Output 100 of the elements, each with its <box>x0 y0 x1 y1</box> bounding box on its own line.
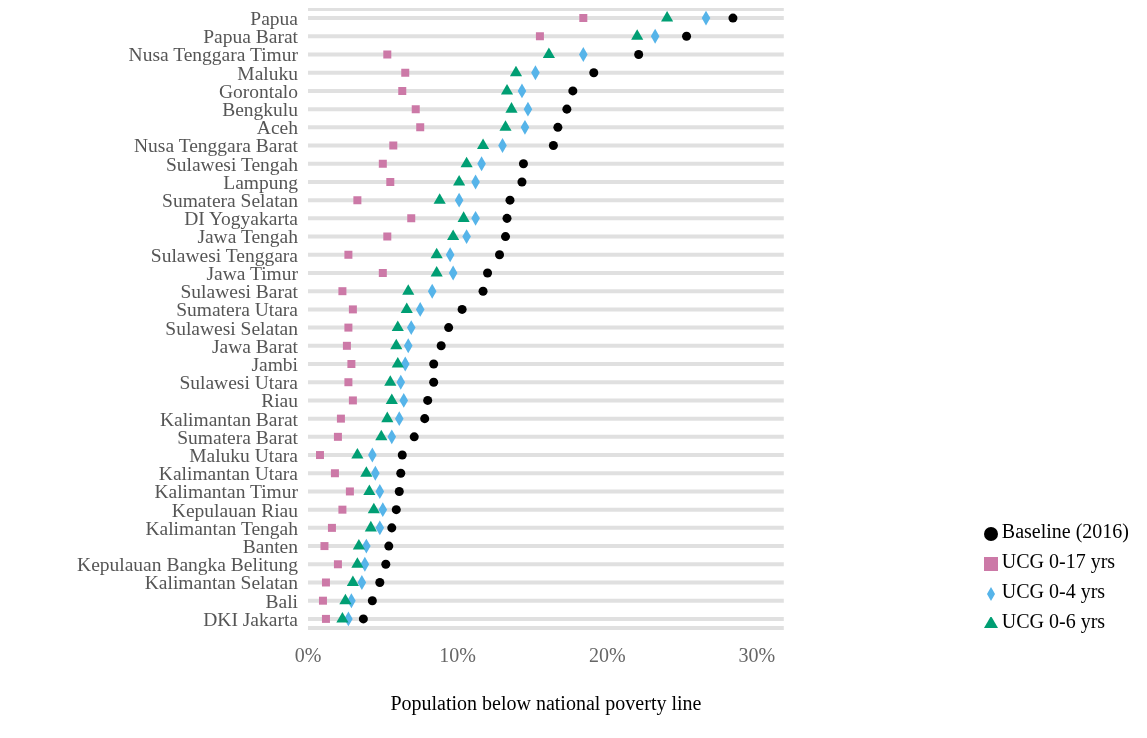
point <box>457 211 470 222</box>
point <box>339 593 352 605</box>
point <box>548 141 558 151</box>
point <box>517 177 527 187</box>
point <box>396 468 406 478</box>
point <box>429 359 439 369</box>
point <box>502 213 512 223</box>
point <box>453 174 466 186</box>
point <box>378 268 387 277</box>
point <box>327 523 336 532</box>
x-tick-label: 0% <box>294 644 322 667</box>
point <box>367 502 380 514</box>
point <box>389 141 398 150</box>
x-tick-label: 10% <box>439 644 476 667</box>
point <box>444 323 454 333</box>
point <box>568 86 578 96</box>
point <box>728 13 738 23</box>
point <box>398 86 407 95</box>
point <box>589 68 599 78</box>
point <box>436 341 446 351</box>
point <box>394 486 404 496</box>
point <box>400 302 413 313</box>
point <box>336 611 349 623</box>
point <box>495 250 505 260</box>
point <box>378 159 387 168</box>
point <box>483 268 493 278</box>
point <box>409 432 419 442</box>
point <box>347 360 356 369</box>
point <box>344 323 353 332</box>
point <box>375 429 388 441</box>
point <box>661 11 674 22</box>
point <box>367 596 377 606</box>
y-tick-label: Kepulauan Bangka Belitung <box>77 554 299 576</box>
point <box>320 542 329 551</box>
point <box>391 357 404 368</box>
point <box>476 138 490 150</box>
y-tick-label: Nusa Tenggara Barat <box>134 135 299 157</box>
x-tick-label: 20% <box>588 644 626 667</box>
point <box>553 122 563 132</box>
point <box>321 614 330 623</box>
point <box>344 250 353 259</box>
legend-label: UCG 0-6 yrs <box>1001 610 1106 632</box>
point <box>315 451 324 460</box>
point <box>562 104 572 114</box>
point <box>457 304 467 314</box>
point <box>351 557 364 568</box>
point <box>429 377 439 387</box>
point <box>333 560 342 569</box>
point <box>386 177 395 186</box>
point <box>579 14 588 23</box>
point <box>352 539 365 550</box>
x-axis-title: Population below national poverty line <box>390 692 702 715</box>
point <box>401 68 410 77</box>
y-tick-label: Papua <box>250 8 299 30</box>
point <box>535 32 544 41</box>
point <box>353 196 362 205</box>
point <box>342 341 351 350</box>
point <box>381 411 394 423</box>
point <box>338 287 347 296</box>
point <box>505 195 515 205</box>
legend-label: UCG 0-4 yrs <box>1001 580 1106 602</box>
point <box>330 469 339 478</box>
point <box>345 487 354 496</box>
point <box>402 284 415 295</box>
point <box>430 265 443 277</box>
point <box>509 65 523 77</box>
point <box>333 432 342 441</box>
point <box>391 505 401 515</box>
y-tick-label: Bengkulu <box>222 99 299 121</box>
point <box>387 523 397 533</box>
point <box>348 396 357 405</box>
point <box>344 378 353 387</box>
point <box>420 414 430 424</box>
y-tick-label: DI Yogyakarta <box>184 208 299 230</box>
point <box>363 484 376 495</box>
point <box>682 31 692 41</box>
point <box>383 232 392 241</box>
point <box>500 83 514 95</box>
point <box>375 577 385 587</box>
point <box>407 214 416 223</box>
legend-label: UCG 0-17 yrs <box>1001 550 1116 572</box>
point <box>381 559 391 569</box>
point <box>397 450 407 460</box>
point <box>360 466 373 477</box>
point <box>384 541 394 551</box>
point <box>631 29 644 40</box>
point <box>391 320 404 332</box>
point <box>542 47 555 59</box>
point <box>500 232 511 242</box>
point <box>346 575 359 586</box>
point <box>634 50 644 60</box>
point <box>358 614 368 624</box>
legend-label: Baseline (2016) <box>1001 520 1129 542</box>
point <box>383 50 392 59</box>
point <box>411 105 420 114</box>
point <box>423 395 433 405</box>
point <box>478 286 488 296</box>
point <box>336 414 345 423</box>
point <box>460 156 473 168</box>
point <box>348 305 357 314</box>
